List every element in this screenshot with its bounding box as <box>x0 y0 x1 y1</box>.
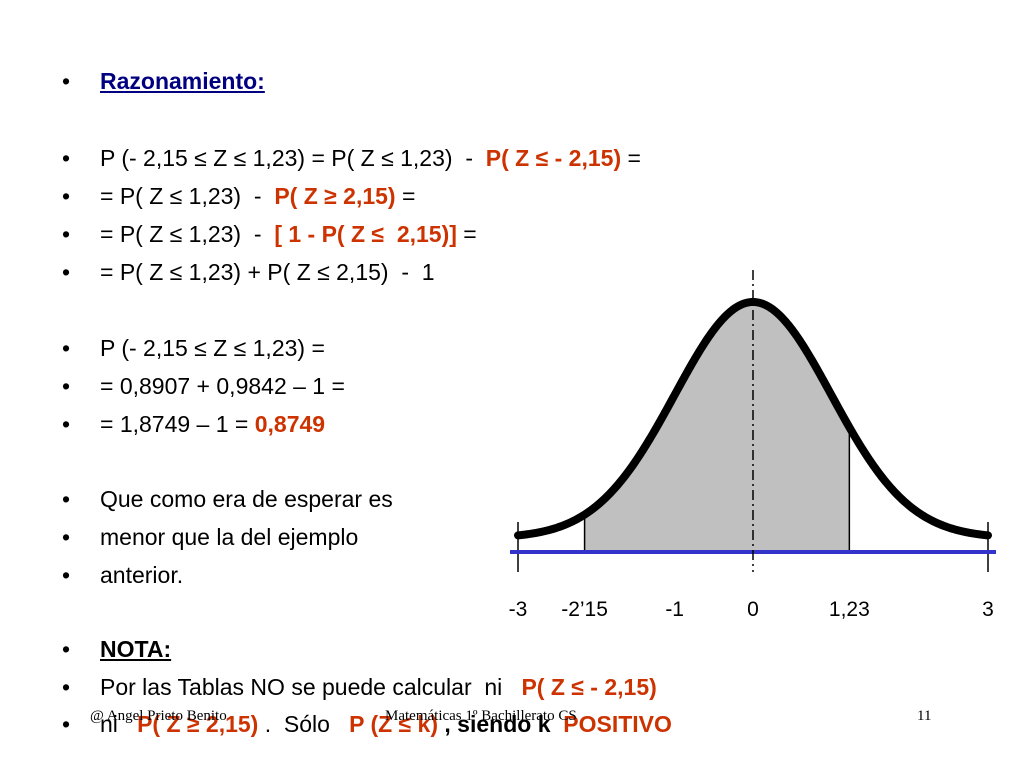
text-run: ni <box>100 711 138 737</box>
text-run: = 0,8907 + 0,9842 – 1 = <box>100 373 345 399</box>
text-run: NOTA: <box>100 636 172 662</box>
bullet-text: = P( Z ≤ 1,23) - P( Z ≥ 2,15) = <box>100 183 415 209</box>
bullet-marker: • <box>62 183 71 209</box>
text-run: 0,8749 <box>254 411 326 437</box>
bullet-text: P (- 2,15 ≤ Z ≤ 1,23) = <box>100 335 325 361</box>
bullet-text: menor que la del ejemplo <box>100 524 358 550</box>
x-tick-label: -3 <box>509 598 528 621</box>
text-run: = 1,8749 – 1 = <box>100 411 255 437</box>
bullet-text: anterior. <box>100 562 183 588</box>
bullet-marker: • <box>62 68 71 94</box>
x-tick-label: 3 <box>982 598 994 621</box>
bullet-marker: • <box>62 486 71 512</box>
density-curve <box>514 297 992 540</box>
bullet-marker: • <box>62 259 71 285</box>
text-run: , siendo k <box>438 711 564 737</box>
bullet-marker: • <box>62 373 71 399</box>
bullet-text: ni P( Z ≥ 2,15) . Sólo P (Z ≤ k) , siend… <box>100 711 672 737</box>
bullet-text: Que como era de esperar es <box>100 486 393 512</box>
text-run: anterior. <box>100 562 184 588</box>
text-run: P( Z ≤ - 2,15) <box>485 145 622 171</box>
text-run: = <box>456 221 477 247</box>
text-run: P( Z ≤ - 2,15) <box>521 674 657 700</box>
bullet-marker: • <box>62 674 71 700</box>
bullet-text: = P( Z ≤ 1,23) + P( Z ≤ 2,15) - 1 <box>100 259 435 285</box>
bullet-marker: • <box>62 636 71 662</box>
text-run: P( Z ≥ 2,15) <box>137 711 259 737</box>
bullet-marker: • <box>62 562 71 588</box>
bullet-marker: • <box>62 411 71 437</box>
text-run: = <box>621 145 641 171</box>
bullet-marker: • <box>62 711 71 737</box>
bullet-marker: • <box>62 524 71 550</box>
shaded-area <box>584 302 850 552</box>
x-tick-label: 1,23 <box>829 598 870 621</box>
text-run: Que como era de esperar es <box>100 486 393 512</box>
normal-distribution-chart: -3 -2’15 -1 0 1,23 3 <box>509 270 996 621</box>
text-run: P( Z ≥ 2,15) <box>274 183 396 209</box>
x-tick-label: -2’15 <box>561 598 608 621</box>
bullet-text: Razonamiento: <box>100 68 265 94</box>
footer-course: Matemáticas 1º Bachillerato CS <box>385 708 577 724</box>
text-run: [ 1 - P( Z ≤ 2,15)] <box>274 221 457 247</box>
text-run: Por las Tablas NO se puede calcular ni <box>100 674 522 700</box>
footer-page: 11 <box>917 708 932 724</box>
bullet-marker: • <box>62 335 71 361</box>
text-run: menor que la del ejemplo <box>100 524 359 550</box>
text-run: P (- 2,15 ≤ Z ≤ 1,23) = P( Z ≤ 1,23) - <box>100 145 486 171</box>
bullet-text: P (- 2,15 ≤ Z ≤ 1,23) = P( Z ≤ 1,23) - P… <box>100 145 641 171</box>
text-run: Razonamiento: <box>100 68 265 94</box>
bullet-text: Por las Tablas NO se puede calcular ni P… <box>100 674 657 700</box>
text-run: . Sólo <box>258 711 350 737</box>
bullet-text: = 1,8749 – 1 = 0,8749 <box>100 411 325 437</box>
text-run: = P( Z ≤ 1,23) - <box>100 221 275 247</box>
bullet-marker: • <box>62 145 71 171</box>
footer-author: @ Angel Prieto Benito <box>90 708 227 724</box>
text-run: = P( Z ≤ 1,23) + P( Z ≤ 2,15) - 1 <box>100 259 435 285</box>
x-tick-label: 0 <box>747 598 759 621</box>
bullet-text: = P( Z ≤ 1,23) - [ 1 - P( Z ≤ 2,15)] = <box>100 221 477 247</box>
text-run: POSITIVO <box>563 711 672 737</box>
bullet-marker: • <box>62 221 71 247</box>
text-run: = P( Z ≤ 1,23) - <box>100 183 275 209</box>
text-run: = <box>395 183 416 209</box>
bullet-text: = 0,8907 + 0,9842 – 1 = <box>100 373 345 399</box>
text-run: P (Z ≤ k) <box>349 711 439 737</box>
x-tick-label: -1 <box>665 598 684 621</box>
text-run: P (- 2,15 ≤ Z ≤ 1,23) = <box>100 335 325 361</box>
bullet-text: NOTA: <box>100 636 171 662</box>
